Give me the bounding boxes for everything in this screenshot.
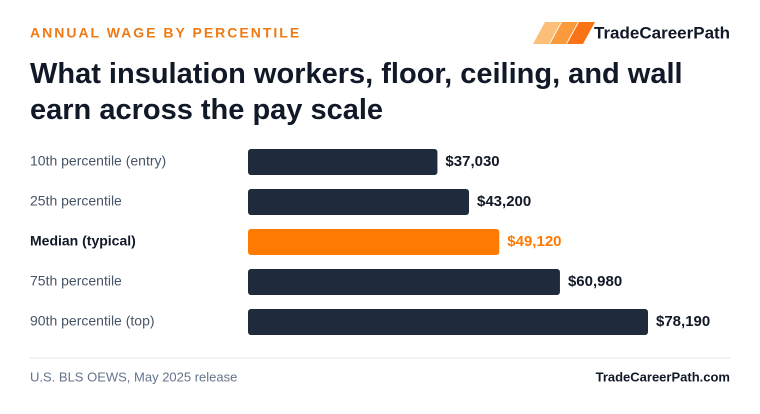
category-label: 25th percentile xyxy=(30,193,122,209)
bar xyxy=(248,269,560,295)
bar xyxy=(248,149,438,175)
bar xyxy=(248,189,470,215)
value-label: $49,120 xyxy=(507,233,561,250)
bar xyxy=(248,229,500,255)
category-label: 10th percentile (entry) xyxy=(30,153,166,169)
site: TradeCareerPath.com xyxy=(596,369,730,384)
value-label: $37,030 xyxy=(445,153,499,170)
value-label: $78,190 xyxy=(656,313,710,330)
chart-title: What insulation workers, floor, ceiling,… xyxy=(30,58,683,126)
category-label: 75th percentile xyxy=(30,273,122,289)
value-label: $60,980 xyxy=(568,273,622,290)
kicker: ANNUAL WAGE BY PERCENTILE xyxy=(30,25,301,41)
bar xyxy=(248,309,648,335)
brand: TradeCareerPath xyxy=(594,23,730,42)
source: U.S. BLS OEWS, May 2025 release xyxy=(30,369,237,384)
logo-mark xyxy=(533,22,595,44)
category-label: Median (typical) xyxy=(30,233,136,249)
value-label: $43,200 xyxy=(477,193,531,210)
category-label: 90th percentile (top) xyxy=(30,313,155,329)
